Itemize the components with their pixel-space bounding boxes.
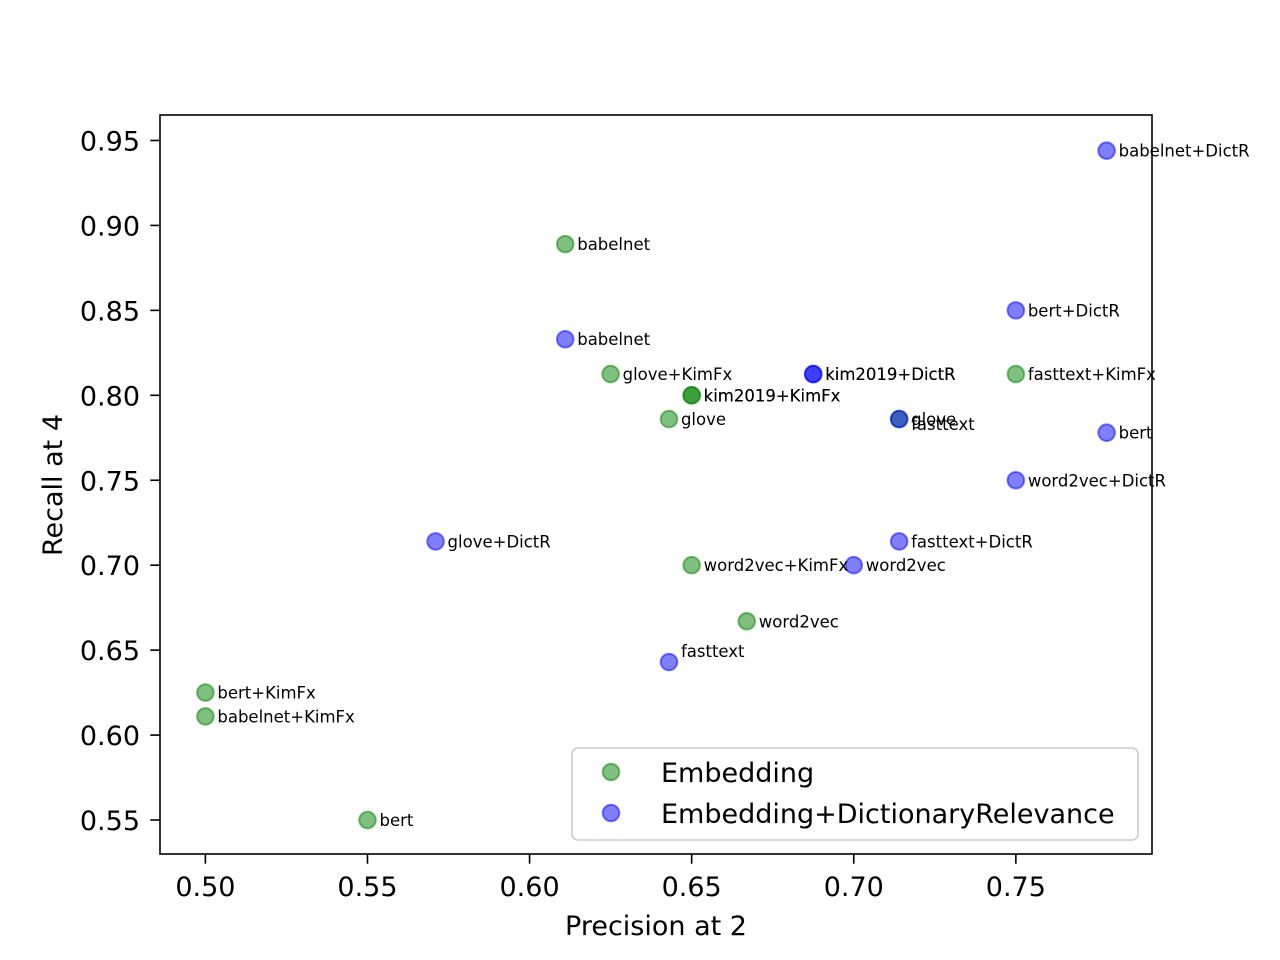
legend-marker [601, 803, 621, 823]
legend-label: Embedding+DictionaryRelevance [661, 799, 1115, 830]
point-label: babelnet [577, 330, 650, 349]
point-label: bert [1119, 424, 1153, 443]
y-tick-label: 0.75 [80, 466, 140, 497]
point-label: fasttext+DictR [911, 532, 1033, 551]
y-tick-label: 0.80 [80, 381, 140, 412]
y-tick-label: 0.95 [80, 126, 140, 157]
scatter-point [844, 555, 864, 575]
point-label: word2vec+KimFx [704, 556, 849, 575]
point-label: babelnet+DictR [1119, 142, 1250, 161]
scatter-point [889, 532, 909, 551]
scatter-point [889, 409, 909, 429]
scatter-points [196, 141, 1116, 830]
point-label: word2vec [866, 556, 946, 575]
scatter-point [426, 532, 445, 551]
point-label: kim2019+KimFx [704, 386, 841, 405]
scatter-point [1006, 470, 1026, 490]
point-labels: babelnet glove+KimFx kim2019+KimFx kim2019+… [217, 142, 1249, 830]
y-axis: 0.55 0.60 0.65 0.70 0.75 0.80 0.85 0.90 0.95 [80, 126, 160, 837]
x-tick-label: 0.65 [662, 872, 722, 903]
x-tick-label: 0.75 [986, 872, 1046, 903]
scatter-point [555, 234, 575, 254]
point-label: bert+DictR [1028, 301, 1120, 320]
y-tick-label: 0.65 [80, 636, 140, 667]
scatter-point [1097, 423, 1116, 442]
point-label: kim2019+KimFx [704, 386, 841, 405]
point-label: bert+KimFx [217, 684, 316, 703]
scatter-point [555, 329, 575, 349]
point-label: word2vec+DictR [1028, 471, 1166, 490]
y-axis-label: Recall at 4 [38, 414, 69, 556]
y-tick-label: 0.55 [80, 806, 140, 837]
scatter-point [659, 409, 679, 429]
point-label: bert [379, 811, 413, 830]
y-tick-label: 0.70 [80, 551, 140, 582]
point-label: babelnet [577, 235, 650, 254]
scatter-point [803, 364, 823, 384]
point-label: babelnet+KimFx [217, 707, 355, 726]
y-tick-label: 0.90 [80, 211, 140, 242]
point-label: word2vec [759, 612, 839, 631]
legend-box [571, 747, 1139, 841]
scatter-point [1097, 141, 1116, 160]
scatter-point [1006, 301, 1026, 320]
scatter-point [196, 683, 215, 702]
scatter-point [358, 810, 377, 830]
point-label: kim2019+DictR [825, 365, 955, 384]
x-tick-label: 0.55 [337, 872, 397, 903]
point-label: glove+KimFx [623, 365, 733, 384]
scatter-point [1006, 364, 1026, 384]
legend: Embedding Embedding+DictionaryRelevance [571, 747, 1139, 841]
y-tick-label: 0.60 [80, 721, 140, 752]
x-axis-label: Precision at 2 [565, 911, 747, 942]
point-label: fasttext+KimFx [1028, 365, 1156, 384]
point-label: fasttext [681, 642, 745, 661]
point-label: kim2019+DictR [825, 365, 955, 384]
point-label: glove [911, 410, 956, 429]
scatter-point [601, 364, 620, 384]
scatter-point [659, 652, 679, 672]
x-tick-label: 0.60 [500, 872, 560, 903]
plot-frame [159, 114, 1153, 855]
legend-label: Embedding [661, 758, 814, 789]
y-tick-label: 0.85 [80, 296, 140, 327]
x-tick-label: 0.50 [175, 872, 235, 903]
x-axis: 0.50 0.55 0.60 0.65 0.70 0.75 [175, 854, 1046, 903]
x-tick-label: 0.70 [824, 872, 884, 903]
scatter-point [196, 707, 215, 726]
point-label: glove+DictR [448, 532, 551, 551]
point-label: fasttext [911, 415, 975, 434]
legend-marker [601, 762, 621, 782]
scatter-point [682, 386, 701, 405]
scatter-point [737, 611, 757, 631]
point-label: glove [681, 410, 726, 429]
scatter-point [682, 555, 701, 575]
